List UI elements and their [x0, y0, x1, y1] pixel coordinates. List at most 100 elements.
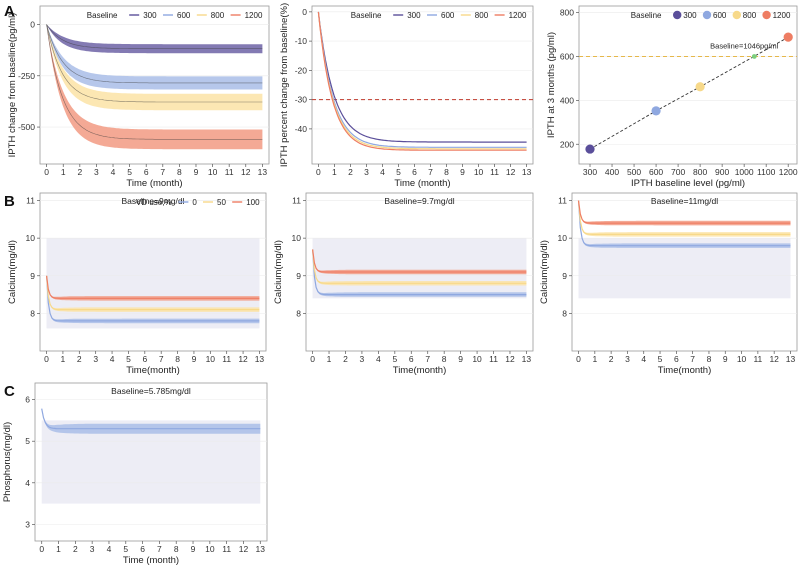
B1-y-tick-label: 9 [30, 271, 35, 281]
B1-x-tick-label: 0 [44, 354, 49, 364]
A3-x-tick-label: 900 [715, 167, 729, 177]
A1-x-tick-label: 12 [241, 167, 251, 177]
A2-legend-label-300: 300 [407, 11, 421, 20]
B2-x-tick-label: 0 [310, 354, 315, 364]
B2-y-tick-label: 10 [292, 233, 302, 243]
B2-x-tick-label: 7 [425, 354, 430, 364]
A2-x-tick-label: 6 [412, 167, 417, 177]
B1-normal-range [46, 238, 260, 329]
A2-x-tick-label: 0 [316, 167, 321, 177]
A1-x-tick-label: 8 [177, 167, 182, 177]
A2-series-line-600 [317, 11, 527, 148]
A2-x-tick-label: 3 [364, 167, 369, 177]
A2-x-tick-label: 5 [396, 167, 401, 177]
C1-y-tick-label: 5 [25, 436, 30, 446]
A1-series-line-800 [46, 24, 263, 103]
A1-x-tick-label: 9 [194, 167, 199, 177]
B1-x-tick-label: 4 [110, 354, 115, 364]
panel-letter-A: A [4, 3, 15, 20]
C1-x-tick-label: 0 [39, 544, 44, 554]
B1-x-tick-label: 2 [77, 354, 82, 364]
A2-series-line-1200 [317, 11, 527, 151]
A1-x-tick-label: 0 [44, 167, 49, 177]
B2-x-tick-label: 2 [343, 354, 348, 364]
B3-x-tick-label: 12 [769, 354, 779, 364]
A2-legend-label-1200: 1200 [509, 11, 527, 20]
A2-x-tick-label: 10 [474, 167, 484, 177]
A1-x-tick-label: 4 [111, 167, 116, 177]
B2-x-axis-label: Time(month) [393, 365, 447, 376]
A1-x-tick-label: 3 [94, 167, 99, 177]
A1-legend-title: Baseline [87, 11, 118, 20]
A3-threshold-point [751, 54, 757, 59]
A3-legend-label-600: 600 [713, 11, 727, 20]
C1-x-tick-label: 13 [256, 544, 266, 554]
B1-legend-label-50: 50 [217, 198, 226, 207]
A1-y-tick-label: -500 [18, 122, 35, 132]
A1-legend-label-300: 300 [143, 11, 157, 20]
A3-x-tick-label: 700 [671, 167, 685, 177]
A3-y-tick-label: 800 [560, 8, 574, 18]
A3-x-tick-label: 500 [627, 167, 641, 177]
B1-x-tick-label: 12 [238, 354, 248, 364]
B3-normal-range [578, 238, 791, 299]
B2-series-line-100 [312, 249, 527, 273]
A3-y-tick-label: 600 [560, 51, 574, 61]
A1-x-tick-label: 1 [61, 167, 66, 177]
panel-B2: 0 1 2 3 4 5 6 7 8 9 10 11 12 13891011Time(month)Calci… [273, 192, 534, 376]
B1-y-tick-label: 8 [30, 308, 35, 318]
panel-letter-B: B [4, 193, 15, 210]
B3-x-tick-label: 9 [723, 354, 728, 364]
C1-y-tick-label: 3 [25, 519, 30, 529]
B1-x-tick-label: 6 [142, 354, 147, 364]
C1-x-tick-label: 8 [174, 544, 179, 554]
A3-point-1200 [783, 32, 793, 42]
A2-y-tick-label: -20 [295, 65, 308, 75]
C1-x-axis-label: Time (month) [123, 555, 179, 566]
A1-legend: 1200 800 600 300 Baseline [87, 11, 263, 20]
B1-x-tick-label: 9 [192, 354, 197, 364]
A3-x-tick-label: 400 [605, 167, 619, 177]
C1-x-tick-label: 2 [73, 544, 78, 554]
A3-legend-key-800 [732, 10, 741, 20]
B3-x-tick-label: 10 [737, 354, 747, 364]
A3-x-tick-label: 1000 [735, 167, 754, 177]
B1-x-axis-label: Time(month) [126, 365, 180, 376]
B2-x-tick-label: 9 [458, 354, 463, 364]
A3-y-axis-label: IPTH at 3 months (pg/ml) [546, 32, 557, 138]
A3-legend-key-600 [702, 10, 712, 20]
B2-normal-range [312, 238, 527, 299]
A2-x-tick-label: 13 [522, 167, 532, 177]
B3-x-tick-label: 0 [576, 354, 581, 364]
B3-y-tick-label: 9 [562, 271, 567, 281]
B3-x-tick-label: 5 [658, 354, 663, 364]
A3-x-axis-label: IPTH baseline level (pg/ml) [631, 178, 745, 189]
A3-legend-label-1200: 1200 [773, 11, 791, 20]
A2-y-tick-label: 0 [302, 7, 307, 17]
B1-series-line-0 [46, 275, 260, 322]
A3-legend-key-1200 [762, 10, 771, 20]
A2-x-tick-label: 2 [348, 167, 353, 177]
C1-band-phosphorus [41, 408, 261, 434]
A1-x-axis-label: Time (month) [126, 178, 182, 189]
B2-x-tick-label: 3 [360, 354, 365, 364]
A3-fit-line [589, 36, 789, 150]
A1-series-line-1200 [46, 24, 263, 140]
A3-legend-key-300 [673, 10, 682, 20]
A2-x-tick-label: 7 [428, 167, 433, 177]
B1-x-tick-label: 1 [61, 354, 66, 364]
A1-y-axis-label: IPTH change from baseline(pg/ml) [7, 13, 18, 158]
A3-y-tick-label: 400 [560, 95, 574, 105]
B2-y-tick-label: 11 [292, 196, 301, 206]
A2-y-axis-label: IPTH percent change from baseline(%) [279, 3, 290, 167]
C1-y-axis-label: Phosphorus(mg/dl) [2, 422, 13, 502]
panel-A3: 300 400 500 600 700 800 900 1000 1100 12002004006… [546, 5, 798, 189]
B1-title: Baseline=9mg/dl [121, 196, 184, 206]
A2-legend-label-600: 600 [441, 11, 455, 20]
A3-threshold-label: Baseline=1046pg/ml [710, 41, 779, 50]
B1-x-tick-label: 10 [206, 354, 216, 364]
B2-x-tick-label: 4 [376, 354, 381, 364]
A3-x-tick-label: 1100 [757, 167, 776, 177]
